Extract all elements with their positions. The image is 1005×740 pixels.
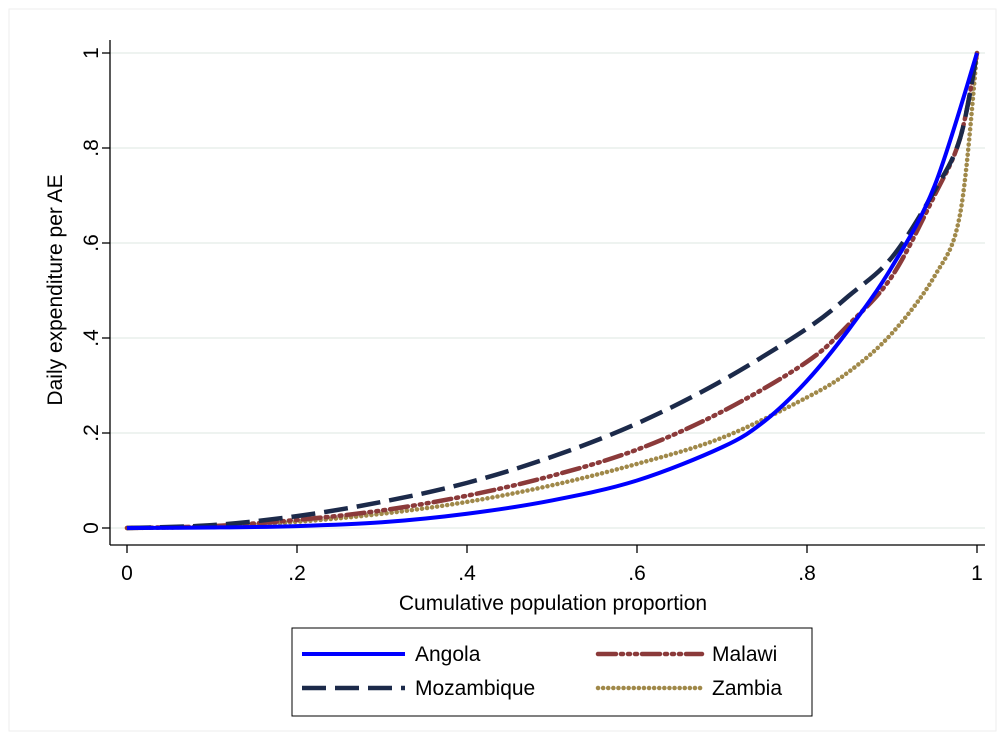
y-tick-label-4: .8 bbox=[80, 139, 103, 157]
series-line-zambia bbox=[124, 50, 980, 531]
y-tick-label-2: .4 bbox=[80, 329, 103, 347]
y-tick-label-5: 1 bbox=[80, 47, 103, 59]
y-tick-label-3: .6 bbox=[80, 234, 103, 252]
chart-frame bbox=[8, 8, 997, 732]
legend-label-zambia: Zambia bbox=[712, 677, 782, 700]
y-tick-label-0: 0 bbox=[80, 522, 103, 534]
y-axis-ticks: 0 .2 .4 .6 .8 1 bbox=[80, 47, 110, 534]
x-axis-title: Cumulative population proportion bbox=[399, 592, 707, 615]
y-axis-title: Daily expenditure per AE bbox=[44, 174, 67, 405]
x-tick-label-0: 0 bbox=[121, 562, 133, 585]
x-tick-label-3: .6 bbox=[628, 562, 646, 585]
series-group bbox=[124, 50, 980, 531]
x-tick-label-1: .2 bbox=[288, 562, 306, 585]
x-tick-label-5: 1 bbox=[971, 562, 983, 585]
legend-label-malawi: Malawi bbox=[712, 643, 777, 666]
legend-label-angola: Angola bbox=[415, 643, 481, 666]
legend-label-mozambique: Mozambique bbox=[415, 677, 535, 700]
x-tick-label-2: .4 bbox=[458, 562, 476, 585]
y-tick-label-1: .2 bbox=[80, 424, 103, 442]
series-line-malawi bbox=[124, 50, 980, 531]
legend-box bbox=[291, 627, 813, 717]
axes bbox=[109, 40, 985, 546]
series-line-angola bbox=[126, 52, 979, 530]
legend: Angola Malawi Mozambique Zambia bbox=[291, 627, 813, 717]
x-axis-ticks: 0 .2 .4 .6 .8 1 bbox=[121, 545, 983, 585]
x-tick-label-4: .8 bbox=[798, 562, 816, 585]
